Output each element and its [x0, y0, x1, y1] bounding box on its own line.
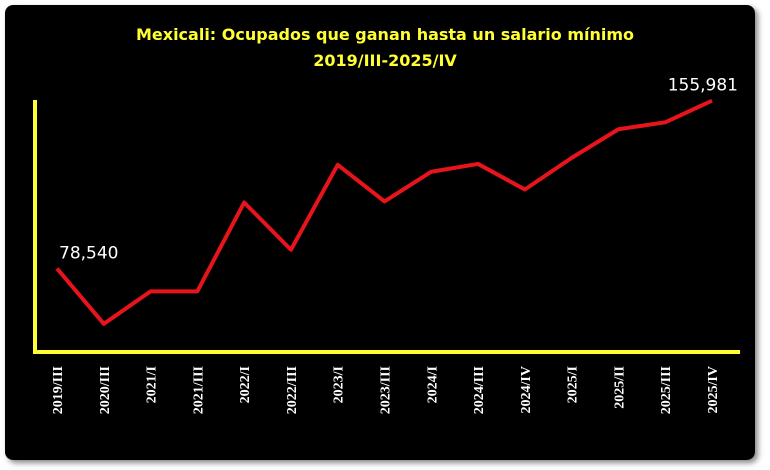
chart-background [5, 5, 755, 460]
x-tick-label: 2021/III [191, 366, 206, 414]
x-tick-label: 2025/II [612, 366, 627, 409]
x-tick-label: 2019/III [51, 366, 66, 414]
data-line [55, 98, 713, 326]
x-tick-label: 2022/III [285, 366, 300, 414]
x-tick-label: 2021/I [145, 366, 160, 403]
x-tick-label: 2025/IV [706, 366, 721, 413]
x-tick-label: 2024/I [425, 366, 440, 403]
x-tick-label: 2022/I [238, 366, 253, 403]
x-tick-label: 2020/III [98, 366, 113, 414]
x-tick-label: 2025/I [566, 366, 581, 403]
x-tick-label: 2023/III [379, 366, 394, 414]
x-tick-label: 2025/III [659, 366, 674, 414]
x-tick-label: 2023/I [332, 366, 347, 403]
x-tick-label: 2024/III [472, 366, 487, 414]
x-tick-label: 2024/IV [519, 366, 534, 413]
value-label: 78,540 [59, 243, 118, 263]
value-label: 155,981 [668, 76, 738, 96]
chart-subtitle: 2019/III-2025/IV [313, 51, 457, 70]
chart-title: Mexicali: Ocupados que ganan hasta un sa… [136, 25, 634, 44]
